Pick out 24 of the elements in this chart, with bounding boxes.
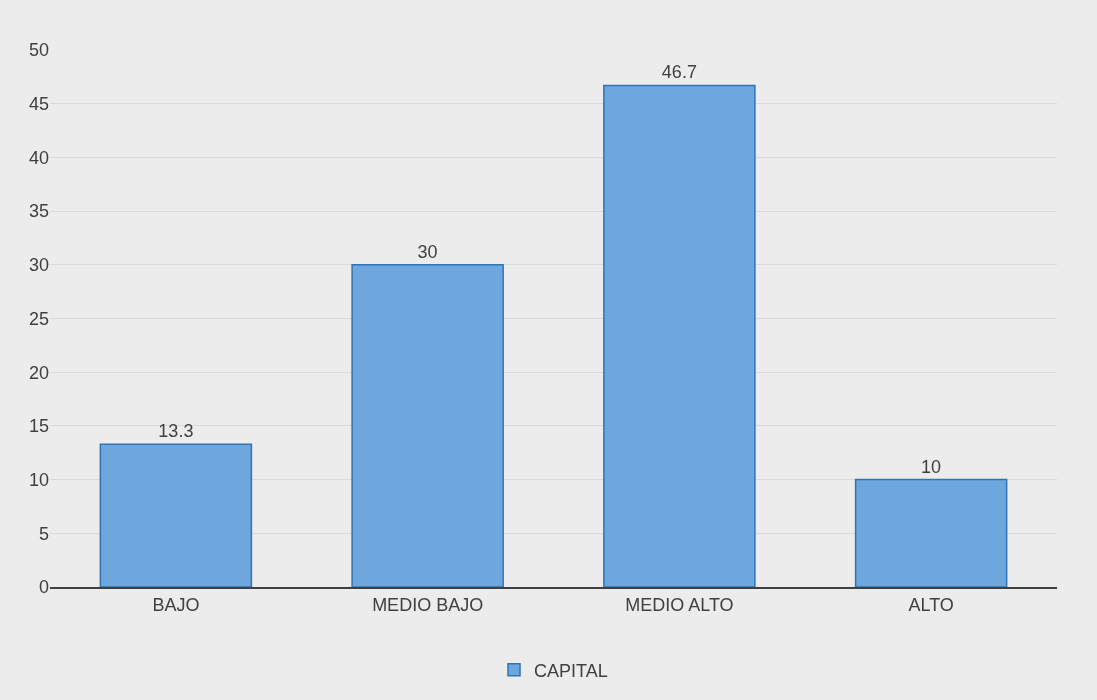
y-tick-label: 10	[28, 469, 49, 490]
data-label: 46.7	[661, 62, 697, 83]
y-tick-label: 15	[28, 416, 49, 437]
y-tick-label: 20	[28, 362, 49, 383]
y-tick-label: 45	[28, 94, 49, 114]
data-label: 10	[921, 456, 942, 477]
bar	[603, 84, 756, 587]
legend-label: CAPITAL	[534, 660, 608, 681]
x-tick-label: BAJO	[152, 594, 200, 615]
x-tick-label: MEDIO BAJO	[372, 594, 484, 615]
y-tick-label: 0	[38, 577, 49, 598]
x-tick-label: ALTO	[908, 594, 954, 615]
y-tick-label: 30	[28, 255, 49, 276]
y-tick-label: 40	[28, 147, 49, 168]
y-tick-label: 5	[38, 523, 49, 544]
data-label: 30	[417, 241, 438, 262]
y-tick-label: 50	[28, 40, 49, 61]
bar	[351, 264, 504, 587]
data-label: 13.3	[158, 421, 194, 442]
bar	[854, 478, 1008, 587]
y-tick-label: 25	[28, 308, 49, 329]
x-tick-label: MEDIO ALTO	[625, 594, 734, 615]
y-tick-label: 35	[28, 201, 49, 222]
bar	[99, 443, 253, 587]
